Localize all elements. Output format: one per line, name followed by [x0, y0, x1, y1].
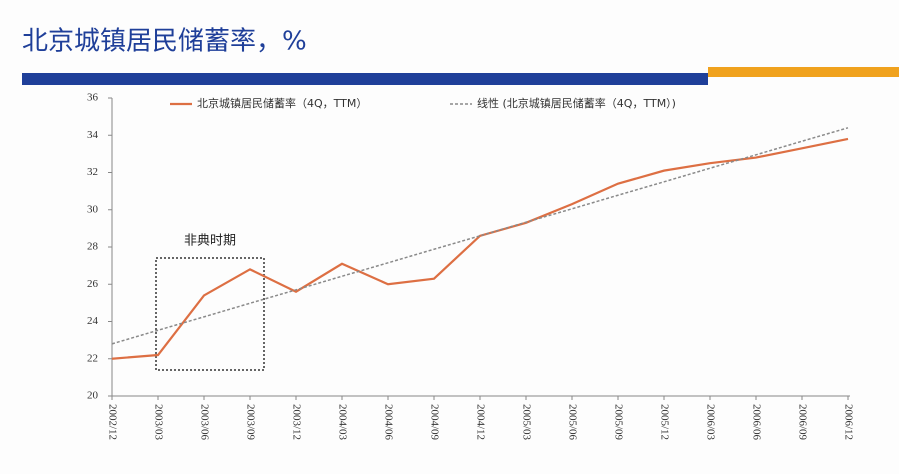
x-tick-label: 2004/09 [428, 404, 440, 441]
x-tick-label: 2003/12 [290, 404, 302, 440]
annotation-box [155, 257, 265, 371]
series-line [111, 137, 849, 360]
header-bar-blue [22, 73, 708, 85]
x-tick-label: 2006/12 [842, 404, 854, 440]
x-tick-label: 2005/09 [612, 404, 624, 441]
x-tick-label: 2006/06 [750, 404, 762, 441]
legend-label: 北京城镇居民储蓄率（4Q，TTM） [197, 96, 367, 110]
y-tick-label: 26 [87, 278, 99, 290]
x-tick-label: 2004/03 [336, 404, 348, 441]
x-tick-label: 2004/12 [474, 404, 486, 440]
x-tick-label: 2005/12 [658, 404, 670, 440]
y-tick-label: 32 [87, 166, 98, 178]
y-tick-label: 34 [87, 129, 99, 141]
legend-label: 线性 (北京城镇居民储蓄率（4Q，TTM）) [477, 96, 676, 110]
series-line [111, 127, 849, 345]
y-tick-label: 20 [87, 390, 99, 402]
y-tick-label: 28 [87, 241, 99, 253]
header-bar-orange [708, 67, 899, 77]
x-tick-label: 2003/06 [198, 404, 210, 441]
x-tick-label: 2005/06 [566, 404, 578, 441]
x-tick-label: 2006/03 [704, 404, 716, 441]
x-tick-label: 2003/03 [152, 404, 164, 441]
x-tick-label: 2004/06 [382, 404, 394, 441]
x-tick-label: 2006/09 [796, 404, 808, 441]
annotation: 非典时期 [184, 234, 236, 249]
y-tick-label: 36 [87, 92, 99, 104]
y-tick-label: 24 [87, 315, 99, 327]
x-tick-label: 2002/12 [106, 404, 118, 440]
x-tick-label: 2003/09 [244, 404, 256, 441]
y-tick-label: 22 [87, 352, 98, 364]
chart-title: 北京城镇居民储蓄率，% [22, 27, 307, 57]
x-tick-label: 2005/03 [520, 404, 532, 441]
y-tick-label: 30 [87, 203, 99, 215]
